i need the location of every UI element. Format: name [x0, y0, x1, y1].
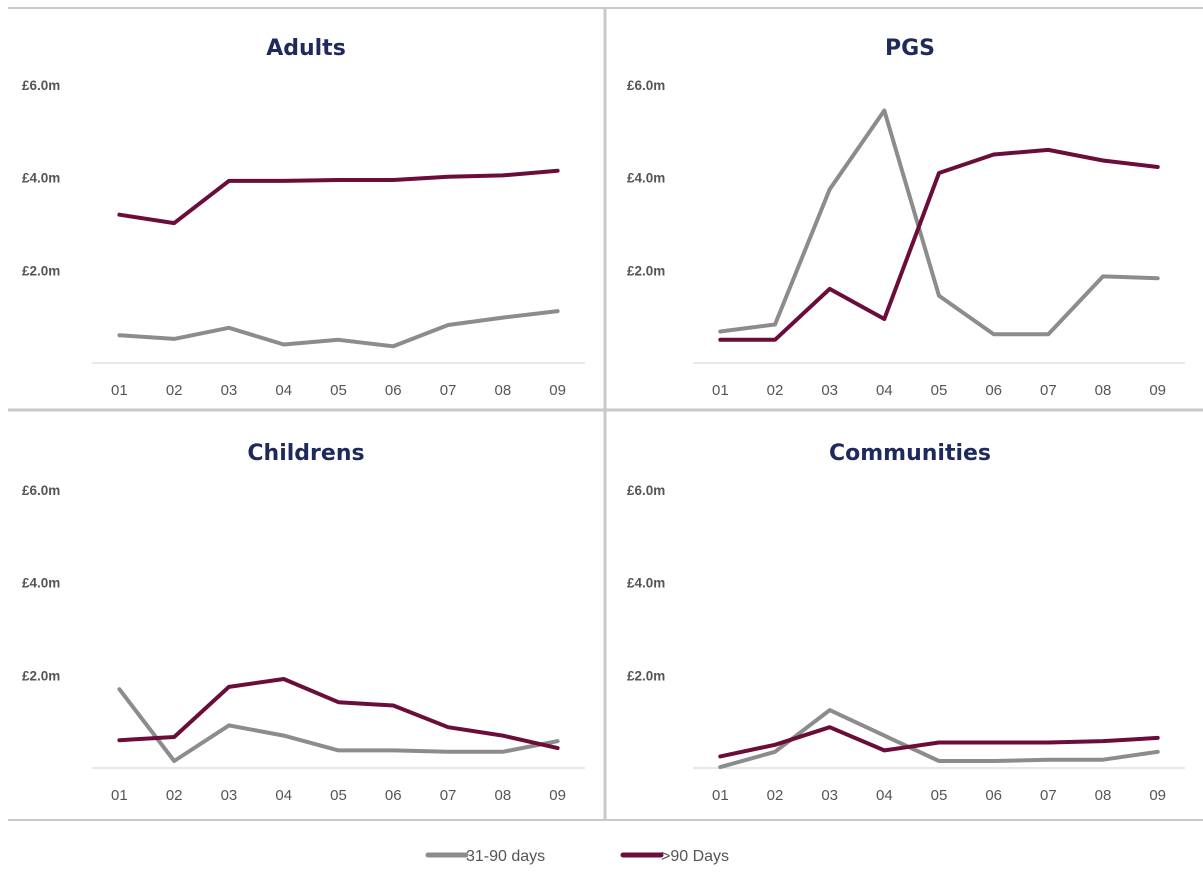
chart-panel-communities: Communities £2.0m £4.0m £6.0m 01 02 03 04 05 06 07…: [627, 441, 1185, 804]
chart-panel-childrens: Childrens £2.0m £4.0m £6.0m 01 02 03 04 05 06 07 08…: [22, 441, 585, 804]
x-tick-label: 05: [330, 382, 347, 399]
chart-title: Childrens: [247, 441, 364, 466]
chart-title: PGS: [885, 36, 935, 61]
x-tick-label: 03: [821, 382, 838, 399]
x-tick-label: 07: [1040, 382, 1057, 399]
legend-label: >90 Days: [661, 848, 729, 865]
x-tick-label: 05: [931, 787, 948, 804]
x-tick-label: 08: [494, 382, 511, 399]
y-tick-label: £6.0m: [627, 483, 665, 498]
chart-panel-pgs: PGS £2.0m £4.0m £6.0m 01 02 03 04 05 06 07 08 09: [627, 36, 1185, 399]
series-line-31-90-days: [117, 687, 560, 763]
x-tick-label: 07: [1040, 787, 1057, 804]
y-tick-label: £6.0m: [627, 78, 665, 93]
x-tick-label: 05: [330, 787, 347, 804]
x-tick-label: 07: [440, 787, 457, 804]
x-tick-label: 08: [1095, 787, 1112, 804]
x-tick-label: 05: [931, 382, 948, 399]
x-tick-label: 04: [275, 382, 292, 399]
y-tick-label: £4.0m: [627, 576, 665, 591]
y-tick-label: £4.0m: [627, 171, 665, 186]
series-line-31-90-days: [117, 309, 560, 349]
x-tick-label: 02: [767, 382, 784, 399]
x-tick-label: 02: [166, 787, 183, 804]
x-tick-label: 07: [440, 382, 457, 399]
x-tick-label: 09: [1149, 787, 1166, 804]
x-tick-label: 01: [111, 787, 128, 804]
x-tick-label: 01: [111, 382, 128, 399]
x-tick-label: 04: [876, 787, 893, 804]
chart-panel-adults: Adults £2.0m £4.0m £6.0m 01 02 03 04 05 06 07 08 09: [22, 36, 585, 399]
x-tick-label: 03: [221, 382, 238, 399]
y-tick-label: £2.0m: [22, 668, 60, 683]
series-line-over-90-days: [718, 147, 1160, 342]
legend-label: 31-90 days: [466, 848, 545, 865]
x-tick-label: 06: [985, 382, 1002, 399]
x-tick-label: 01: [712, 787, 729, 804]
x-tick-label: 09: [549, 787, 566, 804]
x-tick-label: 08: [1095, 382, 1112, 399]
x-tick-label: 06: [385, 787, 402, 804]
x-tick-label: 06: [385, 382, 402, 399]
y-tick-label: £4.0m: [22, 576, 60, 591]
x-tick-label: 08: [494, 787, 511, 804]
y-tick-label: £2.0m: [22, 263, 60, 278]
x-tick-label: 04: [876, 382, 893, 399]
y-tick-label: £6.0m: [22, 78, 60, 93]
chart-title: Communities: [829, 441, 991, 466]
legend: 31-90 days >90 Days: [425, 848, 729, 865]
chart-title: Adults: [266, 36, 346, 61]
x-tick-label: 09: [549, 382, 566, 399]
series-line-31-90-days: [718, 108, 1160, 337]
x-tick-label: 04: [275, 787, 292, 804]
series-line-31-90-days: [718, 708, 1160, 770]
x-tick-label: 06: [985, 787, 1002, 804]
y-tick-label: £2.0m: [627, 668, 665, 683]
series-line-over-90-days: [117, 168, 560, 226]
x-tick-label: 01: [712, 382, 729, 399]
x-tick-label: 02: [166, 382, 183, 399]
y-tick-label: £2.0m: [627, 263, 665, 278]
series-line-over-90-days: [117, 677, 560, 751]
y-tick-label: £6.0m: [22, 483, 60, 498]
x-tick-label: 03: [221, 787, 238, 804]
y-tick-label: £4.0m: [22, 171, 60, 186]
x-tick-label: 03: [821, 787, 838, 804]
series-line-over-90-days: [718, 725, 1160, 759]
x-tick-label: 02: [767, 787, 784, 804]
x-tick-label: 09: [1149, 382, 1166, 399]
